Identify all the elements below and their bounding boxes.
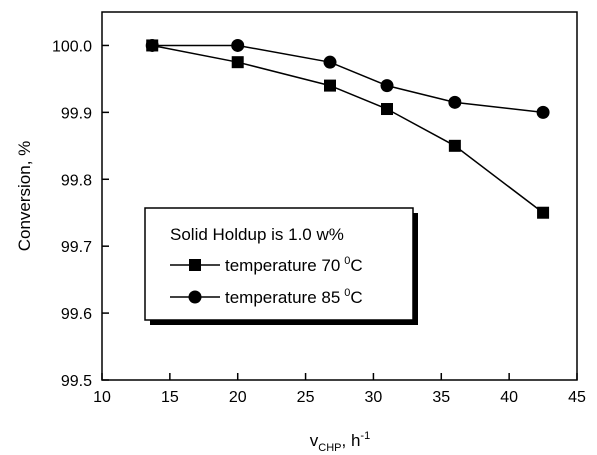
x-tick-label: 45: [568, 389, 586, 406]
x-tick-label: 30: [365, 389, 383, 406]
y-axis: 99.5 99.6 99.7 99.8 99.9 100.0: [52, 38, 109, 390]
data-point-circle: [145, 38, 159, 52]
data-point-square: [381, 103, 393, 116]
data-point-square: [231, 56, 244, 69]
data-point-circle: [323, 55, 337, 69]
data-point-circle: [231, 38, 245, 52]
data-point-circle: [380, 79, 394, 93]
y-tick-label: 99.7: [61, 239, 92, 256]
x-axis: 10 15 20 25 30 35 40 45: [93, 373, 586, 406]
plot-area: [101, 11, 578, 381]
x-tick-label: 15: [161, 389, 179, 406]
y-tick-label: 99.9: [61, 105, 92, 122]
legend-entry-85: temperature 85 0C: [170, 287, 363, 307]
y-axis-title: Conversion, %: [15, 141, 34, 252]
legend-label-70: temperature 70 0C: [225, 255, 363, 275]
x-tick-label: 25: [297, 389, 315, 406]
legend-entry-70: temperature 70 0C: [170, 255, 363, 275]
data-point-square: [537, 206, 550, 219]
series-line-1: [152, 44, 544, 114]
x-tick-label: 35: [432, 389, 450, 406]
x-tick-label: 10: [93, 389, 111, 406]
legend-title: Solid Holdup is 1.0 w%: [170, 225, 344, 244]
data-point-circle: [448, 95, 462, 109]
legend: Solid Holdup is 1.0 w% temperature 70 0C …: [144, 207, 418, 325]
data-point-square: [448, 139, 461, 152]
y-tick-label: 99.8: [61, 172, 92, 189]
legend-circle-marker: [188, 290, 202, 304]
series-layer: [145, 38, 550, 219]
data-point-square: [324, 79, 336, 92]
y-tick-label: 99.5: [61, 373, 92, 390]
legend-square-marker: [189, 259, 201, 271]
data-point-circle: [536, 105, 550, 119]
x-axis-title: vCHP, h-1: [310, 430, 370, 454]
legend-label-85: temperature 85 0C: [225, 287, 363, 307]
plot-frame: [101, 11, 578, 381]
y-tick-label: 100.0: [52, 38, 92, 55]
x-tick-label: 40: [500, 389, 518, 406]
y-tick-label: 99.6: [61, 306, 92, 323]
x-tick-label: 20: [229, 389, 247, 406]
series-line-0: [152, 44, 544, 214]
